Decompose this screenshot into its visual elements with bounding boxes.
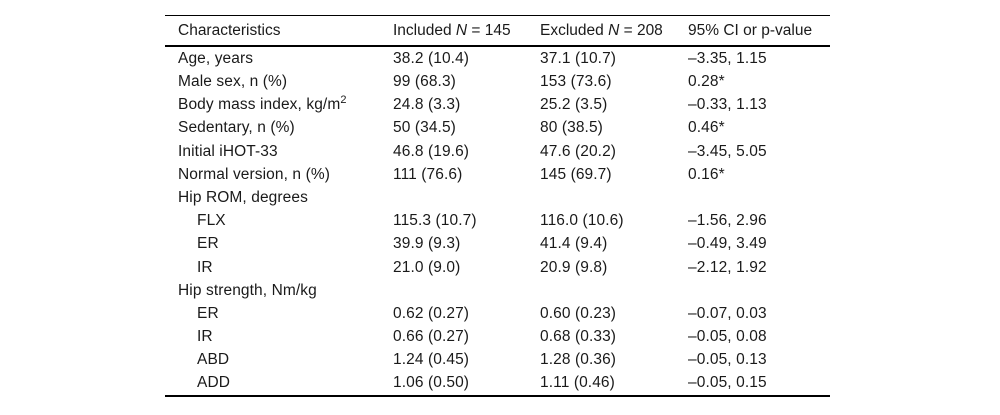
header-characteristics: Characteristics bbox=[178, 21, 281, 39]
row-label: IR bbox=[197, 328, 213, 346]
row-label: ABD bbox=[197, 351, 230, 369]
ci-value: –0.33, 1.13 bbox=[688, 96, 767, 114]
table-row: ER 39.9 (9.3) 41.4 (9.4) –0.49, 3.49 bbox=[165, 233, 830, 256]
ci-value: 0.46* bbox=[688, 119, 725, 137]
included-value: 0.62 (0.27) bbox=[393, 304, 470, 322]
row-label: Age, years bbox=[178, 49, 254, 67]
table-body: Age, years 38.2 (10.4) 37.1 (10.7) –3.35… bbox=[165, 47, 830, 397]
ci-value: –0.05, 0.13 bbox=[688, 351, 767, 369]
table-row: IR 21.0 (9.0) 20.9 (9.8) –2.12, 1.92 bbox=[165, 256, 830, 279]
row-label: Initial iHOT-33 bbox=[178, 142, 278, 160]
table-row: Body mass index, kg/m2 24.8 (3.3) 25.2 (… bbox=[165, 93, 830, 116]
header-excluded: Excluded N = 208 bbox=[540, 21, 663, 39]
included-value: 24.8 (3.3) bbox=[393, 96, 461, 114]
table-row: IR 0.66 (0.27) 0.68 (0.33) –0.05, 0.08 bbox=[165, 325, 830, 348]
excluded-value: 37.1 (10.7) bbox=[540, 49, 617, 67]
header-included: Included N = 145 bbox=[393, 21, 511, 39]
ci-value: –3.35, 1.15 bbox=[688, 49, 767, 67]
ci-value: –0.05, 0.15 bbox=[688, 374, 767, 392]
excluded-value: 1.28 (0.36) bbox=[540, 351, 617, 369]
table-row: FLX 115.3 (10.7) 116.0 (10.6) –1.56, 2.9… bbox=[165, 209, 830, 232]
included-value: 39.9 (9.3) bbox=[393, 235, 461, 253]
included-value: 99 (68.3) bbox=[393, 73, 456, 91]
section-label: Hip strength, Nm/kg bbox=[178, 281, 317, 299]
included-value: 1.24 (0.45) bbox=[393, 351, 470, 369]
ci-value: –0.05, 0.08 bbox=[688, 328, 767, 346]
excluded-value: 1.11 (0.46) bbox=[540, 374, 615, 392]
excluded-value: 80 (38.5) bbox=[540, 119, 603, 137]
included-value: 50 (34.5) bbox=[393, 119, 456, 137]
included-value: 21.0 (9.0) bbox=[393, 258, 461, 276]
excluded-value: 116.0 (10.6) bbox=[540, 212, 624, 230]
section-header-row: Hip ROM, degrees bbox=[165, 186, 830, 209]
section-header-row: Hip strength, Nm/kg bbox=[165, 279, 830, 302]
table-row: Sedentary, n (%) 50 (34.5) 80 (38.5) 0.4… bbox=[165, 117, 830, 140]
row-label: ADD bbox=[197, 374, 231, 392]
ci-value: –0.49, 3.49 bbox=[688, 235, 767, 253]
table-row: Age, years 38.2 (10.4) 37.1 (10.7) –3.35… bbox=[165, 47, 830, 70]
row-label: FLX bbox=[197, 212, 226, 230]
table-row: Initial iHOT-33 46.8 (19.6) 47.6 (20.2) … bbox=[165, 140, 830, 163]
included-value: 38.2 (10.4) bbox=[393, 49, 470, 67]
included-value: 0.66 (0.27) bbox=[393, 328, 470, 346]
ci-value: 0.16* bbox=[688, 165, 725, 183]
excluded-n-symbol: N bbox=[608, 21, 620, 39]
excluded-value: 47.6 (20.2) bbox=[540, 142, 617, 160]
kg-m2-superscript: 2 bbox=[340, 94, 347, 107]
row-label: Sedentary, n (%) bbox=[178, 119, 295, 137]
section-label: Hip ROM, degrees bbox=[178, 188, 308, 206]
excluded-value: 41.4 (9.4) bbox=[540, 235, 608, 253]
included-value: 1.06 (0.50) bbox=[393, 374, 470, 392]
included-value: 111 (76.6) bbox=[393, 165, 463, 183]
row-label: IR bbox=[197, 258, 213, 276]
excluded-value: 153 (73.6) bbox=[540, 73, 612, 91]
table-row: Normal version, n (%) 111 (76.6) 145 (69… bbox=[165, 163, 830, 186]
included-n-symbol: N bbox=[455, 21, 468, 39]
row-label: Normal version, n (%) bbox=[178, 165, 330, 183]
excluded-value: 25.2 (3.5) bbox=[540, 96, 608, 114]
excluded-value: 0.60 (0.23) bbox=[540, 304, 617, 322]
ci-value: –3.45, 5.05 bbox=[688, 142, 767, 160]
row-label: Male sex, n (%) bbox=[178, 73, 288, 91]
header-ci-pvalue: 95% CI or p-value bbox=[688, 21, 813, 39]
excluded-value: 20.9 (9.8) bbox=[540, 258, 608, 276]
included-value: 46.8 (19.6) bbox=[393, 142, 470, 160]
table-row: ABD 1.24 (0.45) 1.28 (0.36) –0.05, 0.13 bbox=[165, 348, 830, 371]
ci-value: –2.12, 1.92 bbox=[688, 258, 767, 276]
table-row: ER 0.62 (0.27) 0.60 (0.23) –0.07, 0.03 bbox=[165, 302, 830, 325]
row-label: ER bbox=[197, 235, 219, 253]
table-row: Male sex, n (%) 99 (68.3) 153 (73.6) 0.2… bbox=[165, 70, 830, 93]
row-label: ER bbox=[197, 304, 219, 322]
ci-value: 0.28* bbox=[688, 73, 725, 91]
ci-value: –0.07, 0.03 bbox=[688, 304, 767, 322]
row-label: Body mass index, kg/m2 bbox=[178, 94, 347, 114]
excluded-value: 0.68 (0.33) bbox=[540, 328, 617, 346]
ci-value: –1.56, 2.96 bbox=[688, 212, 767, 230]
table-header-row: Characteristics Included N = 145 Exclude… bbox=[165, 15, 830, 47]
excluded-value: 145 (69.7) bbox=[540, 165, 612, 183]
characteristics-table: Characteristics Included N = 145 Exclude… bbox=[165, 15, 830, 397]
included-value: 115.3 (10.7) bbox=[393, 212, 477, 230]
table-row: ADD 1.06 (0.50) 1.11 (0.46) –0.05, 0.15 bbox=[165, 372, 830, 395]
